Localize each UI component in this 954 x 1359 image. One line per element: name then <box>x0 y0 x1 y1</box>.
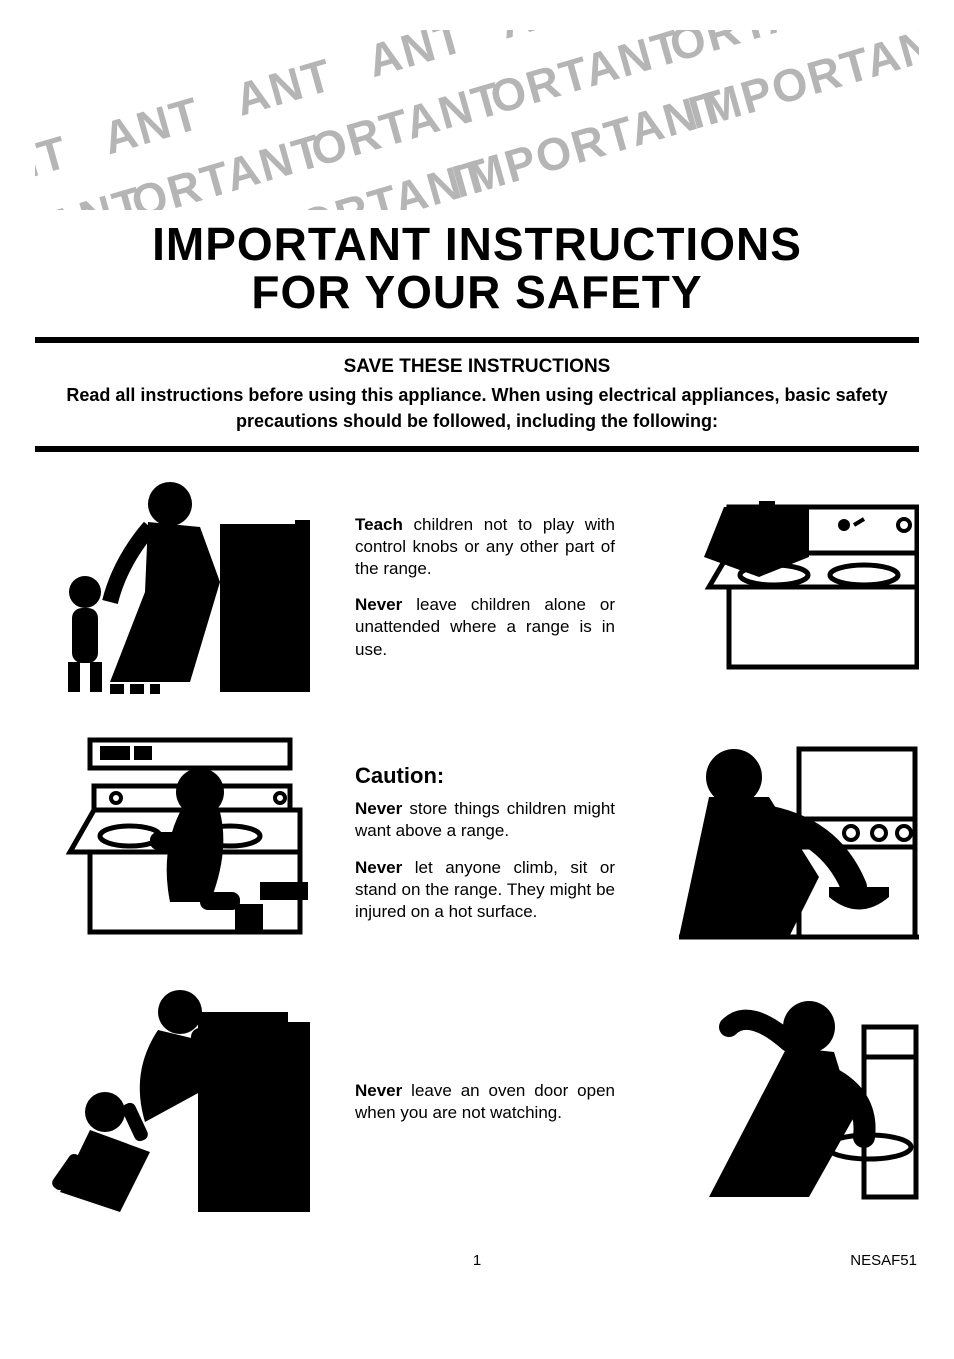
svg-text:ANT: ANT <box>35 126 74 203</box>
pictogram-pot-on-range <box>645 497 919 677</box>
title-line-2: FOR YOUR SAFETY <box>251 266 702 318</box>
bold-word: Never <box>355 799 402 818</box>
page-title: IMPORTANT INSTRUCTIONS FOR YOUR SAFETY <box>35 220 919 317</box>
instruction-text: Never leave an oven door open when you a… <box>355 1080 615 1124</box>
instruction-row: Teach children not to play with control … <box>35 472 919 702</box>
para: Never leave children alone or unattended… <box>355 594 615 660</box>
title-line-1: IMPORTANT INSTRUCTIONS <box>152 218 802 270</box>
intro-body: Read all instructions before using this … <box>66 385 887 431</box>
content-grid: Teach children not to play with control … <box>35 472 919 1222</box>
instruction-row: Never leave an oven door open when you a… <box>35 982 919 1222</box>
svg-text:ANT: ANT <box>362 30 471 87</box>
para: Never let anyone climb, sit or stand on … <box>355 857 615 923</box>
para: Never leave an oven door open when you a… <box>355 1080 615 1124</box>
pictogram-tripping-oven-door <box>35 982 325 1222</box>
bold-word: Never <box>355 858 402 877</box>
pictogram-person-reach-range <box>645 737 919 947</box>
pictogram-adult-child-range <box>35 472 325 702</box>
para: Teach children not to play with control … <box>355 514 615 580</box>
bold-word: Never <box>355 595 402 614</box>
page-number: 1 <box>473 1252 481 1269</box>
divider-bottom <box>35 446 919 452</box>
instruction-text: Teach children not to play with control … <box>355 514 615 661</box>
svg-text:ANT: ANT <box>98 87 207 164</box>
para: Never store things children might want a… <box>355 798 615 842</box>
pictogram-burn-hot-spill <box>645 997 919 1207</box>
document-code: NESAF51 <box>850 1252 917 1269</box>
save-heading: SAVE THESE INSTRUCTIONS <box>55 353 899 381</box>
intro-block: SAVE THESE INSTRUCTIONS Read all instruc… <box>35 343 919 447</box>
safety-instructions-page: ANT ANT ANT ANT ANT ANT ANT ORTANT ORTAN… <box>0 0 954 1299</box>
caution-heading: Caution: <box>355 762 615 791</box>
tripping-oven-door-icon <box>50 982 310 1222</box>
watermark-strip: ANT ANT ANT ANT ANT ANT ANT ORTANT ORTAN… <box>35 30 919 210</box>
child-climb-range-icon <box>50 732 310 952</box>
pot-on-range-icon <box>699 497 919 677</box>
page-footer: 1 NESAF51 <box>35 1252 919 1269</box>
bold-word: Teach <box>355 515 403 534</box>
watermark-svg: ANT ANT ANT ANT ANT ANT ANT ORTANT ORTAN… <box>35 30 919 210</box>
adult-child-range-icon <box>50 472 310 702</box>
reach-over-range-icon <box>679 737 919 947</box>
instruction-text: Caution: Never store things children mig… <box>355 762 615 923</box>
instruction-row: Caution: Never store things children mig… <box>35 732 919 952</box>
burn-spill-icon <box>669 997 919 1207</box>
pictogram-child-climb-range <box>35 732 325 952</box>
svg-text:ANT: ANT <box>230 49 339 126</box>
bold-word: Never <box>355 1081 402 1100</box>
